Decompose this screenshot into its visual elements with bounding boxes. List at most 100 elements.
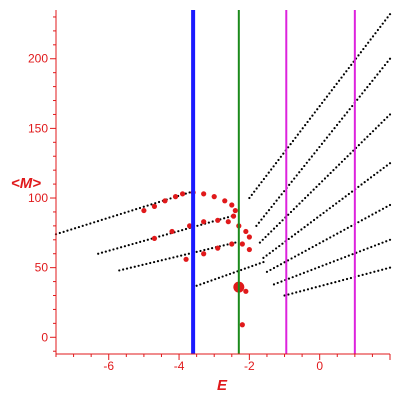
data-point	[342, 73, 346, 76]
data-point	[306, 270, 309, 273]
data-point	[366, 178, 369, 181]
data-point	[150, 203, 153, 206]
data-point	[299, 290, 302, 293]
data-point	[300, 168, 303, 171]
data-point	[201, 191, 207, 197]
data-point	[297, 230, 300, 233]
data-point	[317, 266, 320, 269]
data-point	[240, 268, 243, 272]
data-point	[363, 138, 366, 141]
data-point	[123, 211, 126, 214]
data-point	[265, 270, 269, 273]
data-point	[116, 247, 119, 250]
data-point	[274, 162, 278, 165]
data-point	[203, 248, 206, 252]
data-point	[335, 82, 338, 86]
data-point	[151, 235, 158, 242]
data-point	[274, 247, 278, 250]
data-point	[112, 215, 115, 218]
data-point	[340, 160, 344, 163]
data-point	[311, 114, 314, 117]
data-point	[357, 221, 360, 224]
data-point	[388, 57, 392, 60]
data-point	[385, 164, 388, 167]
data-point	[379, 25, 382, 28]
data-point	[299, 130, 302, 133]
data-point	[381, 67, 384, 70]
data-point	[108, 216, 111, 219]
data-point	[332, 234, 335, 237]
data-point	[183, 253, 187, 256]
data-point	[196, 224, 199, 227]
x-tick-label: -4	[174, 359, 185, 373]
data-point	[319, 214, 322, 217]
data-point	[181, 228, 184, 232]
data-point	[268, 252, 271, 255]
data-point	[141, 207, 147, 214]
data-point	[374, 211, 378, 214]
data-point	[338, 199, 341, 203]
data-point	[310, 155, 313, 158]
data-point	[262, 215, 266, 218]
data-point	[77, 225, 81, 229]
data-point	[358, 95, 361, 98]
y-tick-label: 200	[28, 52, 48, 66]
data-point	[377, 124, 380, 127]
data-point	[223, 217, 226, 220]
data-point	[349, 152, 352, 155]
data-point	[323, 98, 326, 101]
data-point	[272, 283, 276, 286]
data-point	[357, 185, 360, 188]
data-point	[275, 199, 278, 202]
data-point	[369, 132, 372, 136]
data-point	[336, 232, 339, 235]
data-point	[93, 221, 96, 224]
data-point	[367, 41, 370, 44]
data-point	[293, 255, 297, 258]
data-point	[293, 233, 297, 236]
data-point	[291, 292, 294, 295]
data-point	[278, 244, 281, 248]
data-point	[161, 234, 165, 237]
data-point	[371, 213, 374, 216]
data-point	[127, 210, 130, 213]
x-axis-title: E	[217, 377, 228, 394]
data-point	[304, 249, 307, 252]
data-point	[381, 207, 385, 210]
data-point	[226, 216, 230, 219]
data-point	[276, 281, 279, 285]
data-point	[352, 149, 355, 152]
data-point	[363, 181, 366, 184]
data-point	[253, 190, 256, 193]
data-point	[366, 247, 369, 250]
data-point	[251, 264, 254, 268]
data-point	[246, 246, 252, 253]
data-point	[326, 283, 329, 286]
data-point	[294, 136, 297, 139]
data-point	[376, 73, 379, 76]
data-point	[361, 273, 364, 276]
data-point	[195, 250, 198, 253]
data-point	[341, 117, 344, 120]
y-tick-label: 150	[28, 121, 48, 135]
data-point	[321, 180, 324, 183]
data-point	[298, 202, 301, 205]
data-point	[373, 76, 376, 79]
data-point	[214, 278, 217, 281]
data-point	[127, 244, 130, 247]
data-point	[85, 223, 88, 226]
data-point	[229, 241, 235, 247]
data-point	[243, 228, 249, 235]
data-point	[250, 193, 253, 196]
data-point	[302, 271, 306, 274]
data-point	[346, 226, 349, 229]
data-point	[187, 223, 193, 229]
y-tick-label: 50	[35, 261, 49, 275]
data-point	[325, 95, 329, 98]
data-point	[255, 224, 258, 227]
data-point	[373, 173, 376, 177]
data-point	[260, 181, 263, 184]
data-point	[270, 168, 273, 171]
data-point	[146, 238, 149, 241]
data-point	[362, 47, 365, 51]
